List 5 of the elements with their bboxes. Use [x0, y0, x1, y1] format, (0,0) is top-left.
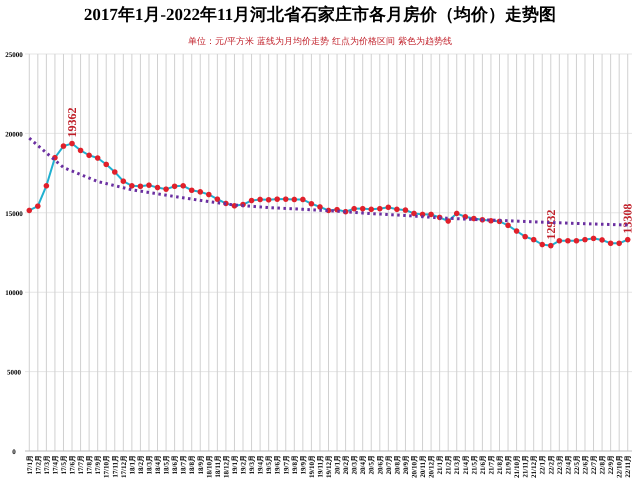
chart-title: 2017年1月-2022年11月河北省石家庄市各月房价（均价）走势图: [84, 5, 556, 24]
data-label: 13308: [620, 204, 635, 234]
data-label: 19362: [65, 108, 80, 138]
chart-subtitle: 单位：元/平方米 蓝线为月均价走势 红点为价格区间 紫色为趋势线: [188, 36, 452, 47]
data-label: 12932: [544, 210, 558, 240]
